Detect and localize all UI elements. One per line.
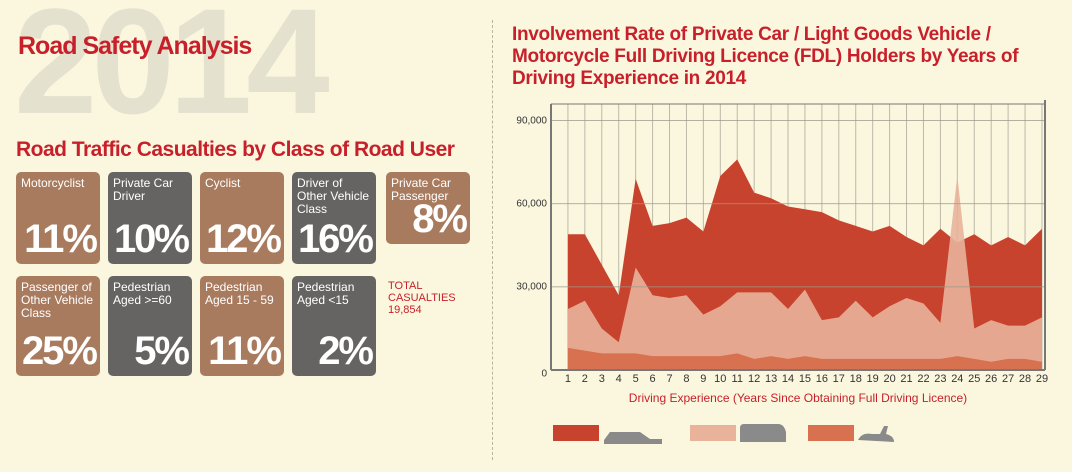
legend-swatch [553,425,599,441]
title: Road Safety Analysis [18,32,252,60]
x-tick-label: 24 [951,373,963,385]
tile-percent: 10% [113,217,190,261]
x-tick-label: 18 [850,373,862,385]
legend-icons [604,424,894,444]
tile: Driver of Other Vehicle Class 16% [292,172,376,264]
x-tick-label: 20 [883,373,895,385]
tile-percent: 2% [318,329,374,373]
tile: Private Car Driver 10% [108,172,192,264]
y-tick-label: 0 [541,369,547,380]
tile: Pedestrian Aged >=60 5% [108,276,192,376]
tile-percent: 5% [134,329,190,373]
x-axis-label: Driving Experience (Years Since Obtainin… [629,391,967,405]
tile: Pedestrian Aged 15 - 59 11% [200,276,284,376]
x-tick-label: 13 [765,373,777,385]
x-tick-label: 7 [666,373,672,385]
x-tick-label: 14 [782,373,794,385]
tile-percent: 25% [21,329,98,373]
area [567,347,1042,370]
x-tick-label: 27 [1002,373,1014,385]
tile-percent: 12% [205,217,282,261]
x-tick-label: 21 [900,373,912,385]
x-tick-label: 12 [748,373,760,385]
tile-percent: 8% [412,197,468,241]
x-tick-label: 9 [700,373,706,385]
tile: Pedestrian Aged <15 2% [292,276,376,376]
x-tick-label: 28 [1019,373,1031,385]
x-tick-label: 26 [985,373,997,385]
x-tick-label: 29 [1036,373,1048,385]
tile-label: Passenger of Other Vehicle Class [21,280,94,320]
x-tick-label: 22 [917,373,929,385]
tile: Cyclist 12% [200,172,284,264]
total-label: TOTAL CASUALTIES [388,280,456,304]
x-tick-label: 3 [599,373,605,385]
x-tick-label: 15 [799,373,811,385]
tile: Motorcyclist 11% [16,172,100,264]
x-tick-label: 1 [565,373,571,385]
legend-swatch [808,425,854,441]
tile-label: Driver of Other Vehicle Class [297,176,370,216]
tile-label: Pedestrian Aged <15 [297,280,355,307]
area [567,176,1042,370]
x-tick-label: 10 [714,373,726,385]
tile: Private Car Passenger 8% [386,172,470,244]
area [567,159,1042,370]
divider [492,20,493,460]
x-tick-label: 23 [934,373,946,385]
tile-label: Pedestrian Aged >=60 [113,280,172,307]
car-icon [604,432,662,444]
van-icon [740,424,786,442]
tile-percent: 16% [297,217,374,261]
plot-background [551,104,1045,370]
tile-percent: 11% [24,217,98,261]
x-tick-label: 25 [968,373,980,385]
tile-percent: 11% [208,329,282,373]
watermark: 2014 [14,0,330,145]
y-tick-label: 90,000 [516,115,547,126]
y-tick-label: 60,000 [516,198,547,209]
x-tick-label: 11 [732,373,743,385]
chart-title: Involvement Rate of Private Car / Light … [512,24,1019,89]
x-tick-label: 16 [816,373,828,385]
tile-label: Cyclist [205,176,241,190]
total: TOTAL CASUALTIES 19,854 [388,280,488,316]
x-tick-label: 6 [650,373,656,385]
x-tick-label: 2 [582,373,588,385]
total-value: 19,854 [388,304,422,316]
legend-swatch [690,425,736,441]
tile-label: Motorcyclist [21,176,85,190]
x-tick-label: 19 [867,373,879,385]
x-tick-label: 4 [616,373,622,385]
tile: Passenger of Other Vehicle Class 25% [16,276,100,376]
tile-label: Private Car Driver [113,176,174,203]
subtitle: Road Traffic Casualties by Class of Road… [16,138,455,161]
scooter-icon [858,426,894,442]
x-tick-label: 17 [833,373,845,385]
tile-label: Private Car Passenger [391,176,452,203]
x-tick-label: 8 [683,373,689,385]
y-tick-label: 30,000 [516,282,547,293]
x-tick-label: 5 [633,373,639,385]
tile-label: Pedestrian Aged 15 - 59 [205,280,274,307]
